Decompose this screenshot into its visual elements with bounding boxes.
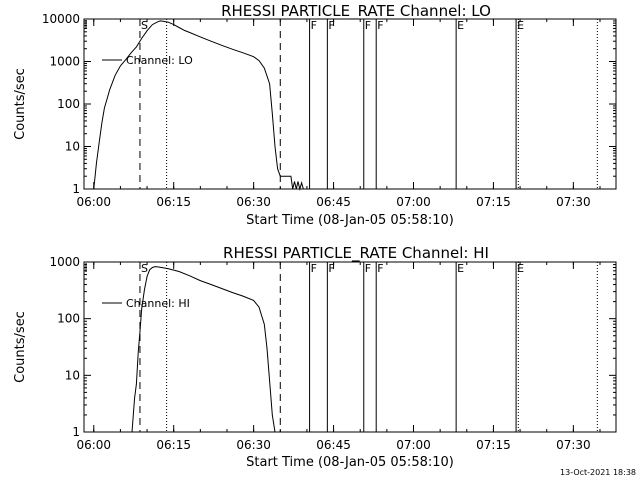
flag-label: F (311, 262, 317, 275)
flag-label: F (328, 19, 334, 32)
chart-title: RHESSI PARTICLE_RATE Channel: HI (223, 244, 489, 263)
y-tick-label: 1 (72, 182, 80, 196)
flag-label: E (457, 19, 464, 32)
flag-label: E (517, 262, 524, 275)
plot-frame (83, 261, 617, 433)
legend-label: Channel: HI (126, 297, 190, 310)
series-line (93, 20, 304, 191)
flag-label: E (517, 19, 524, 32)
flag-label: F (365, 19, 371, 32)
y-tick-label: 100 (57, 312, 80, 326)
y-axis-label: Counts/sec (13, 311, 28, 383)
flag-label: F (311, 19, 317, 32)
legend-label: Channel: LO (126, 54, 193, 67)
flag-label: E (457, 262, 464, 275)
y-tick-label: 1 (72, 425, 80, 439)
y-tick-label: 1000 (49, 255, 80, 269)
flag-label: F (328, 262, 334, 275)
y-tick-label: 100 (57, 97, 80, 111)
flag-label: F (377, 19, 383, 32)
x-tick-label: 06:00 (76, 195, 111, 209)
panel-lo: RHESSI PARTICLE_RATE Channel: LO 06:00 06:… (13, 2, 617, 228)
flag-label: F (377, 262, 383, 275)
y-axis-label: Counts/sec (13, 68, 28, 140)
marker-label: S (141, 262, 148, 275)
x-tick-label: 06:15 (156, 195, 191, 209)
y-tick-label: 10000 (42, 12, 80, 26)
chart-title: RHESSI PARTICLE_RATE Channel: LO (221, 2, 491, 21)
flag-label: F (365, 262, 371, 275)
panel-hi: RHESSI PARTICLE_RATE Channel: HI 06:00 06:… (13, 244, 617, 470)
x-tick-label: 07:15 (476, 195, 511, 209)
x-tick-label: 07:30 (556, 438, 591, 452)
x-tick-label: 06:45 (316, 195, 351, 209)
x-tick-label: 06:00 (76, 438, 111, 452)
x-tick-label: 06:30 (236, 438, 271, 452)
timestamp: 13-Oct-2021 18:38 (560, 468, 636, 477)
plot-frame (83, 18, 617, 190)
marker-label: S (141, 19, 148, 32)
y-tick-label: 1000 (49, 55, 80, 69)
x-tick-label: 07:00 (396, 195, 431, 209)
x-tick-label: 07:30 (556, 195, 591, 209)
x-axis-label: Start Time (08-Jan-05 05:58:10) (246, 455, 454, 470)
series-line (131, 266, 276, 433)
y-tick-label: 10 (65, 368, 80, 382)
x-tick-label: 07:00 (396, 438, 431, 452)
x-tick-label: 07:15 (476, 438, 511, 452)
x-tick-label: 06:15 (156, 438, 191, 452)
y-tick-label: 10 (65, 140, 80, 154)
x-tick-label: 06:45 (316, 438, 351, 452)
x-tick-label: 06:30 (236, 195, 271, 209)
x-axis-label: Start Time (08-Jan-05 05:58:10) (246, 213, 454, 228)
